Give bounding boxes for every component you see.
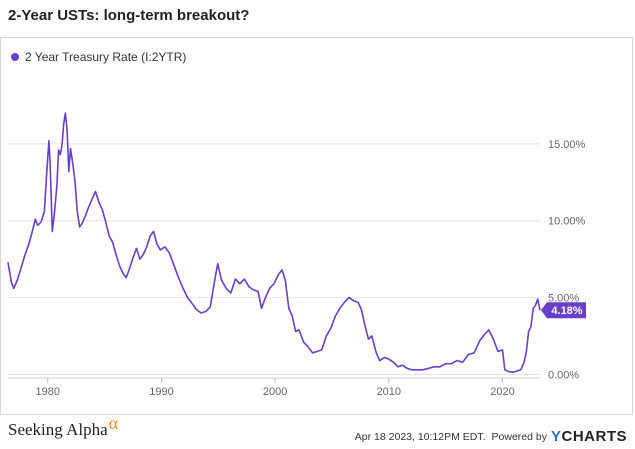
x-axis: 1980 1990 2000 2010 2020 <box>36 378 515 398</box>
x-tick-label: 1980 <box>36 386 60 398</box>
legend-marker-icon <box>11 53 19 61</box>
y-tick-label: 0.00% <box>548 369 579 381</box>
chart-title: 2-Year USTs: long-term breakout? <box>8 7 250 24</box>
ycharts-logo[interactable]: YCHARTS <box>551 428 627 445</box>
brand-name: Seeking Alpha <box>8 420 108 439</box>
y-tick-label: 5.00% <box>548 293 579 305</box>
grid-lines <box>8 143 540 379</box>
ycharts-logo-initial: Y <box>550 428 562 445</box>
y-tick-label: 15.00% <box>548 139 586 151</box>
series-line-2yr-treasury <box>7 112 541 374</box>
x-tick-label: 2000 <box>263 386 287 398</box>
x-tick-label: 1990 <box>149 386 173 398</box>
last-value-badge-group: 4.18% <box>541 302 586 319</box>
last-value-label: 4.18% <box>551 305 582 317</box>
last-value-badge <box>541 302 586 319</box>
alpha-mark-icon: α <box>108 413 119 433</box>
legend-label: 2 Year Treasury Rate (I:2YTR) <box>25 50 187 64</box>
seeking-alpha-logo: Seeking Alphaα <box>8 413 118 440</box>
y-tick-label: 10.00% <box>548 216 586 228</box>
chart-frame <box>0 37 633 415</box>
ycharts-logo-text: CHARTS <box>561 428 627 445</box>
powered-by-label: Powered by <box>491 430 547 443</box>
x-tick-label: 2020 <box>490 386 514 398</box>
y-axis: 0.00% 5.00% 10.00% 15.00% <box>548 139 586 382</box>
x-tick-label: 2010 <box>377 386 401 398</box>
legend[interactable]: 2 Year Treasury Rate (I:2YTR) <box>11 50 186 64</box>
footer-attribution: Apr 18 2023, 10:12PM EDT. Powered by YCH… <box>355 428 627 445</box>
series-layer <box>7 112 541 374</box>
timestamp: Apr 18 2023, 10:12PM EDT. <box>354 430 486 443</box>
